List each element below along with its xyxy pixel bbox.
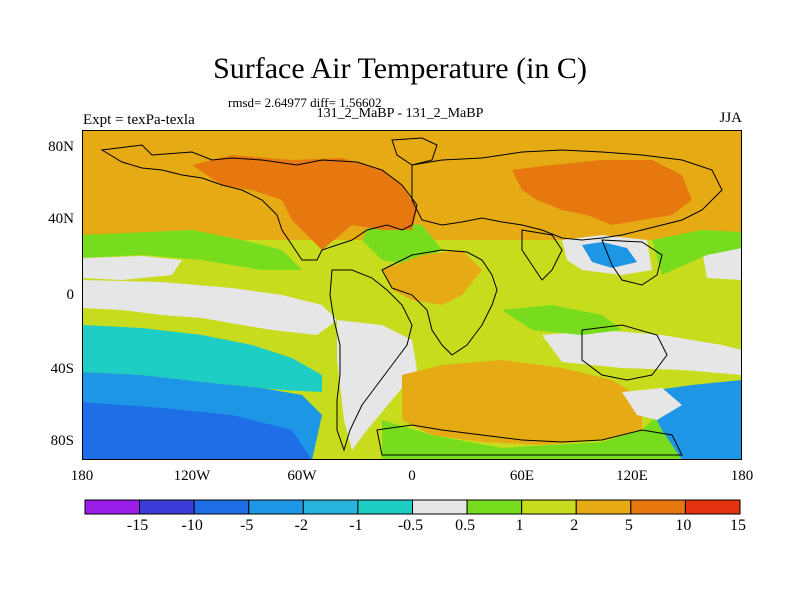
colorbar-label: 1	[515, 517, 524, 534]
east-asia-green	[652, 230, 742, 275]
coast-southeast-asia	[601, 239, 663, 286]
x-tick-180-left: 180	[70, 468, 94, 484]
coast-india	[521, 229, 563, 281]
x-tick-60e: 60E	[509, 468, 535, 484]
south-pacific-cool	[82, 325, 322, 392]
southern-ocean-colder	[82, 402, 312, 460]
north-pacific-green	[82, 230, 302, 270]
coast-north-america	[100, 144, 418, 261]
colorbar-label: -2	[294, 517, 308, 534]
colorbar-box	[684, 499, 741, 515]
x-tick-120e: 120E	[616, 468, 648, 484]
indian-ocean-green	[502, 305, 622, 335]
colorbar-label: 15	[730, 517, 746, 534]
southern-indian-neutral	[622, 388, 682, 420]
east-pacific-neutral	[82, 256, 182, 280]
colorbar-box	[357, 499, 413, 515]
colorbar-box	[412, 499, 468, 515]
north-africa-warm	[382, 250, 482, 305]
colorbar-box	[521, 499, 577, 515]
map-frame	[82, 130, 742, 460]
north-america-hot	[192, 155, 417, 250]
colorbar-box	[575, 499, 632, 515]
colorbar-box	[302, 499, 359, 515]
colorbar-box	[466, 499, 523, 515]
y-tick-80n: 80N	[48, 139, 74, 155]
experiment-label: Expt = texPa-texla	[83, 112, 195, 128]
coast-africa	[381, 249, 498, 356]
y-tick-40n: 40N	[48, 211, 74, 227]
map-title: Surface Air Temperature (in C)	[213, 52, 587, 85]
x-tick-0: 0	[408, 468, 416, 484]
colorbar-label: -10	[181, 517, 203, 534]
coast-eurasia	[411, 149, 723, 241]
east-pacific-east-neutral	[702, 248, 742, 280]
colorbar-label: 5	[624, 517, 633, 534]
temperature-map	[82, 130, 742, 460]
x-tick-120w: 120W	[173, 468, 211, 484]
coast-south-america	[329, 269, 413, 452]
coast-australia	[581, 324, 668, 381]
coast-antarctica	[376, 424, 683, 456]
colorbar-label: 0.5	[455, 517, 476, 534]
colorbar-box	[193, 499, 250, 515]
eurasia-hot	[512, 160, 692, 225]
colorbar-box	[248, 499, 304, 515]
coast-greenland	[391, 137, 438, 166]
colorbar-label: -1	[349, 517, 363, 534]
map-subtitle: 131_2_MaBP - 131_2_MaBP	[316, 106, 484, 121]
antarctica-warm	[402, 360, 642, 445]
colorbar-box	[139, 499, 195, 515]
coastlines	[100, 137, 723, 456]
y-tick-80s: 80S	[50, 433, 74, 449]
antarctica-south-green	[382, 410, 682, 460]
y-tick-0: 0	[66, 287, 75, 303]
tibet-cold	[582, 242, 637, 268]
colorbar-label: 2	[570, 517, 579, 534]
colorbar-box	[630, 499, 686, 515]
x-tick-60w: 60W	[287, 468, 317, 484]
colorbar-label: -15	[126, 517, 149, 534]
x-tick-180-right: 180	[730, 468, 754, 484]
stats-text: rmsd= 2.64977 diff= 1.56602	[228, 95, 382, 110]
colorbar-label: -0.5	[397, 517, 424, 534]
colorbar-label: -5	[240, 517, 254, 534]
season-label: JJA	[719, 110, 742, 126]
tropical-pacific-neutral	[82, 280, 337, 335]
colorbar-box	[84, 499, 141, 515]
y-tick-40s: 40S	[50, 361, 74, 377]
colorbar-label: 10	[675, 517, 692, 534]
south-atlantic-neutral	[542, 330, 742, 375]
